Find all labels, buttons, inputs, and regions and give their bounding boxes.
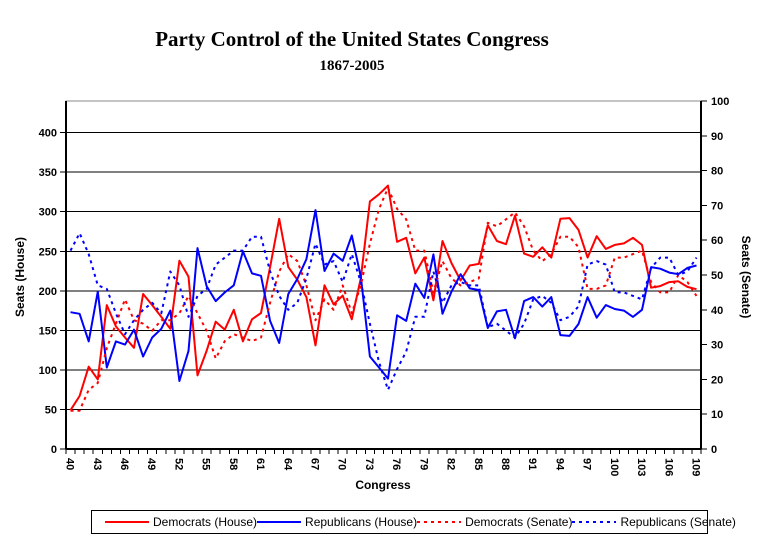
democrats-house-line-sample-icon bbox=[105, 521, 149, 523]
house-tick-label: 400 bbox=[39, 128, 57, 140]
republicans-house-line-sample-icon bbox=[257, 521, 302, 523]
congress-tick-label: 55 bbox=[200, 458, 212, 470]
legend-label: Republicans (Senate) bbox=[620, 515, 736, 529]
senate-tick-label: 30 bbox=[711, 340, 723, 352]
congress-axis-tick-labels: 40 43 46 49 52 55 58 61 64 67 70 73 76 79 82 85 88 91 94 97… bbox=[64, 458, 702, 476]
tick-marks bbox=[60, 100, 707, 454]
house-axis-tick-labels: 0 50 100 150 200 250 300 350 400 bbox=[39, 128, 57, 456]
democrats-senate-line-sample-icon bbox=[417, 521, 462, 523]
congress-tick-label: 46 bbox=[118, 458, 130, 470]
congress-axis-title: Congress bbox=[355, 478, 411, 492]
congress-tick-label: 91 bbox=[526, 458, 538, 470]
series-line-republicans-senate bbox=[69, 232, 698, 391]
senate-axis-title: Seats (Senate) bbox=[739, 236, 753, 319]
congress-tick-label: 103 bbox=[635, 458, 647, 476]
legend-item-democrats-house: Democrats (House) bbox=[105, 515, 257, 529]
senate-tick-label: 50 bbox=[711, 270, 723, 282]
legend: Democrats (House) Republicans (House) De… bbox=[91, 510, 736, 534]
data-series bbox=[69, 184, 698, 412]
chart-subtitle: 1867-2005 bbox=[320, 58, 385, 74]
congress-tick-label: 67 bbox=[308, 458, 320, 470]
republicans-senate-line-sample-icon bbox=[572, 521, 617, 523]
congress-tick-label: 106 bbox=[662, 458, 674, 476]
legend-label: Democrats (Senate) bbox=[465, 515, 573, 529]
house-tick-label: 100 bbox=[39, 365, 57, 377]
legend-label: Democrats (House) bbox=[153, 515, 258, 529]
gridlines bbox=[66, 132, 701, 410]
legend-item-republicans-house: Republicans (House) bbox=[257, 515, 417, 529]
congress-tick-label: 43 bbox=[91, 458, 103, 470]
senate-tick-label: 100 bbox=[711, 96, 729, 108]
congress-tick-label: 94 bbox=[553, 458, 565, 471]
series-line-democrats-house bbox=[69, 184, 697, 411]
senate-tick-label: 20 bbox=[711, 374, 723, 386]
congress-tick-label: 58 bbox=[227, 458, 239, 470]
congress-tick-label: 73 bbox=[363, 458, 375, 470]
congress-tick-label: 97 bbox=[581, 458, 593, 470]
congress-tick-label: 52 bbox=[172, 458, 184, 470]
house-tick-label: 250 bbox=[39, 246, 57, 258]
congress-tick-label: 76 bbox=[390, 458, 402, 470]
senate-tick-label: 0 bbox=[711, 444, 717, 456]
house-tick-label: 300 bbox=[39, 207, 57, 219]
congress-tick-label: 109 bbox=[689, 458, 701, 476]
congress-tick-label: 49 bbox=[145, 458, 157, 470]
house-tick-label: 350 bbox=[39, 167, 57, 179]
plot-frame bbox=[65, 100, 702, 450]
congress-tick-label: 79 bbox=[417, 458, 429, 470]
house-tick-label: 0 bbox=[51, 444, 57, 456]
house-axis-title: Seats (House) bbox=[13, 237, 27, 317]
congress-tick-label: 64 bbox=[281, 458, 293, 471]
house-tick-label: 50 bbox=[45, 404, 57, 416]
series-line-democrats-senate bbox=[70, 187, 698, 412]
legend-label: Republicans (House) bbox=[305, 515, 418, 529]
senate-axis-tick-labels: 0 10 20 30 40 50 60 70 80 90 100 bbox=[711, 96, 729, 456]
congress-tick-label: 70 bbox=[336, 458, 348, 470]
series-line-republicans-house bbox=[70, 209, 697, 382]
congress-tick-label: 61 bbox=[254, 458, 266, 470]
legend-item-republicans-senate: Republicans (Senate) bbox=[572, 515, 736, 529]
senate-tick-label: 10 bbox=[711, 409, 723, 421]
senate-tick-label: 60 bbox=[711, 235, 723, 247]
congress-tick-label: 40 bbox=[64, 458, 76, 470]
senate-tick-label: 80 bbox=[711, 166, 723, 178]
congress-tick-label: 85 bbox=[472, 458, 484, 470]
legend-item-democrats-senate: Democrats (Senate) bbox=[417, 515, 572, 529]
senate-tick-label: 40 bbox=[711, 305, 723, 317]
chart-title: Party Control of the United States Congr… bbox=[155, 27, 549, 51]
house-tick-label: 200 bbox=[39, 286, 57, 298]
congress-tick-label: 100 bbox=[608, 458, 620, 476]
congress-tick-label: 82 bbox=[445, 458, 457, 470]
senate-tick-label: 70 bbox=[711, 200, 723, 212]
house-tick-label: 150 bbox=[39, 325, 57, 337]
senate-tick-label: 90 bbox=[711, 131, 723, 143]
congress-tick-label: 88 bbox=[499, 458, 511, 470]
